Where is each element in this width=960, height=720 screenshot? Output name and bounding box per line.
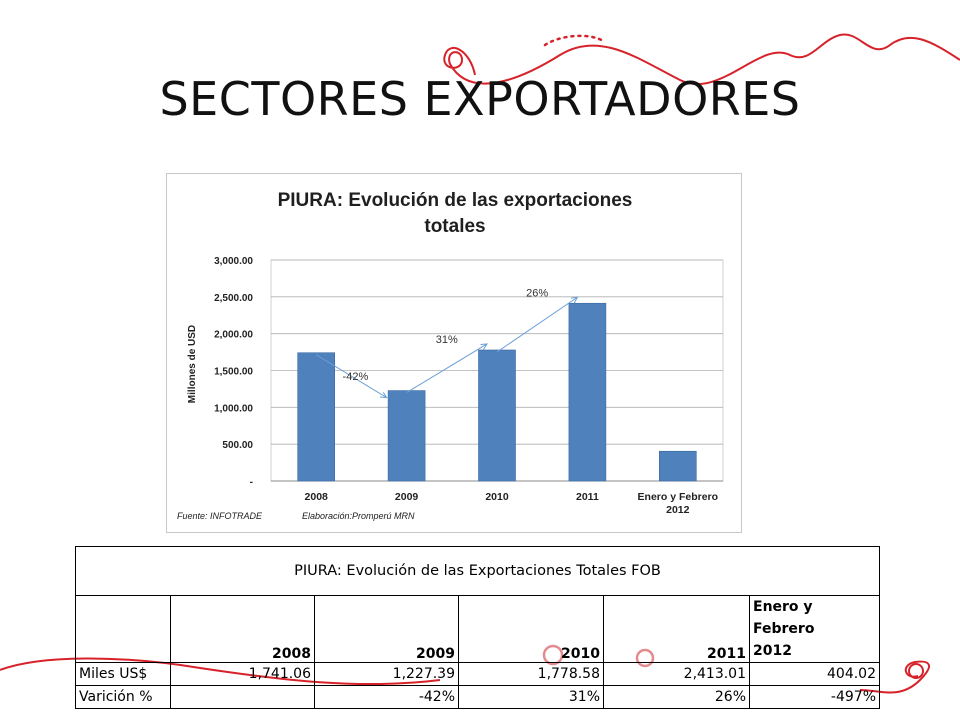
x-tick-label: Enero y Febrero (638, 491, 719, 503)
chart-title-line-2: totales (424, 216, 486, 237)
chart-source: Fuente: INFOTRADE (177, 511, 263, 521)
growth-arrow (406, 344, 487, 394)
table-cell (170, 685, 315, 709)
growth-label: 31% (436, 334, 458, 346)
bottom-spiral-icon (908, 663, 924, 679)
table-header-cell: 2008 (170, 595, 315, 663)
table-cell: 26% (603, 685, 750, 709)
bar (478, 349, 516, 482)
table-cell: 404.02 (749, 662, 880, 686)
table-cell: 1,741.06 (170, 662, 315, 686)
growth-arrow (315, 354, 386, 398)
table-row-label: Miles US$ (75, 662, 171, 686)
table-title: PIURA: Evolución de las Exportaciones To… (75, 546, 880, 596)
bar (658, 450, 697, 482)
chart-credit: Elaboración:Promperú MRN (302, 511, 415, 521)
y-tick-label: - (250, 477, 253, 488)
chart-title-line-1: PIURA: Evolución de las exportaciones (277, 190, 633, 211)
y-tick-label: 1,000.00 (214, 403, 253, 414)
y-tick-label: 2,000.00 (214, 330, 253, 341)
fob-table: PIURA: Evolución de las Exportaciones To… (75, 546, 880, 709)
table-row: Miles US$ 1,741.06 1,227.39 1,778.58 2,4… (75, 662, 880, 686)
table-row: Varición % -42% 31% 26% -497% (75, 685, 880, 709)
top-swirl-line (443, 33, 960, 86)
table-header-line: 2012 (753, 643, 792, 659)
y-tick-label: 500.00 (222, 440, 253, 451)
bar (297, 352, 335, 482)
export-chart: PIURA: Evolución de las exportaciones to… (166, 173, 742, 533)
table-header-cell: 2010 (458, 595, 604, 663)
growth-label: 26% (526, 288, 548, 300)
top-dotted-accent (543, 34, 607, 47)
x-tick-label: 2010 (485, 491, 509, 503)
y-tick-label: 3,000.00 (214, 256, 253, 267)
table-cell: -42% (314, 685, 459, 709)
chart-title: PIURA: Evolución de las exportaciones to… (167, 188, 743, 240)
chart-plot-area: - 500.00 1,000.00 1,500.00 2,000.00 2,500.00 3… (214, 256, 724, 516)
table-cell: 2,413.01 (603, 662, 750, 686)
table-cell: 31% (458, 685, 604, 709)
growth-arrow (496, 297, 577, 353)
table-cell: 1,227.39 (314, 662, 459, 686)
x-tick-label: 2009 (395, 491, 419, 503)
table-row-label: Varición % (75, 685, 171, 709)
bar (387, 390, 426, 482)
table-header-empty (75, 595, 171, 663)
table-cell: 1,778.58 (458, 662, 604, 686)
table-header-cell: Enero y Febrero 2012 (749, 595, 880, 663)
table-header-cell: 2009 (314, 595, 459, 663)
table-header-line: Enero y Febrero (753, 599, 815, 637)
y-tick-label: 1,500.00 (214, 367, 253, 378)
y-tick-label: 2,500.00 (214, 293, 253, 304)
bar (568, 302, 607, 482)
growth-label: -42% (343, 371, 369, 383)
x-tick-label: 2008 (305, 491, 329, 503)
table-header-row: 2008 2009 2010 2011 Enero y Febrero 2012 (75, 595, 880, 663)
x-tick-label: 2011 (576, 491, 599, 503)
table-cell: -497% (749, 685, 880, 709)
table-header-cell: 2011 (603, 595, 750, 663)
slide-title: SECTORES EXPORTADORES (159, 72, 801, 126)
x-tick-label: 2012 (666, 504, 690, 516)
